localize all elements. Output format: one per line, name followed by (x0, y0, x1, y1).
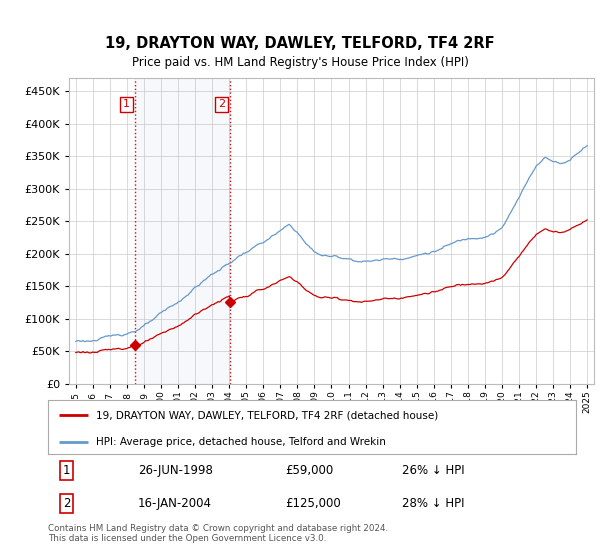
Text: Contains HM Land Registry data © Crown copyright and database right 2024.
This d: Contains HM Land Registry data © Crown c… (48, 524, 388, 543)
Text: 16-JAN-2004: 16-JAN-2004 (138, 497, 212, 510)
Text: £125,000: £125,000 (286, 497, 341, 510)
Text: 26-JUN-1998: 26-JUN-1998 (138, 464, 212, 477)
Text: 28% ↓ HPI: 28% ↓ HPI (402, 497, 464, 510)
Text: 1: 1 (63, 464, 70, 477)
Text: 1: 1 (123, 99, 130, 109)
Text: 26% ↓ HPI: 26% ↓ HPI (402, 464, 464, 477)
Text: £59,000: £59,000 (286, 464, 334, 477)
Text: HPI: Average price, detached house, Telford and Wrekin: HPI: Average price, detached house, Telf… (95, 437, 385, 447)
Text: 2: 2 (218, 99, 225, 109)
Bar (135, 78, 230, 384)
Text: 2: 2 (63, 497, 70, 510)
Text: 19, DRAYTON WAY, DAWLEY, TELFORD, TF4 2RF: 19, DRAYTON WAY, DAWLEY, TELFORD, TF4 2R… (105, 36, 495, 52)
Text: Price paid vs. HM Land Registry's House Price Index (HPI): Price paid vs. HM Land Registry's House … (131, 56, 469, 69)
Text: 19, DRAYTON WAY, DAWLEY, TELFORD, TF4 2RF (detached house): 19, DRAYTON WAY, DAWLEY, TELFORD, TF4 2R… (95, 410, 438, 421)
